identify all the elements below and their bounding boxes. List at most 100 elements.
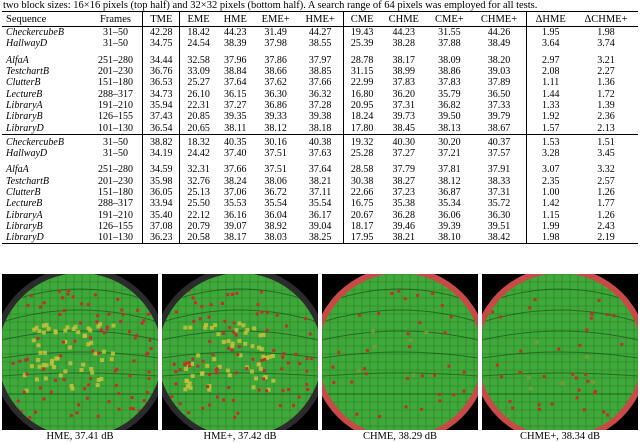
value-cell: 34.44 xyxy=(142,54,181,66)
value-cell: 3.28 xyxy=(541,148,560,160)
value-cell: 101–130 xyxy=(88,122,144,135)
value-cell: 1.99 xyxy=(541,220,560,232)
value-cell: 2.97 xyxy=(541,54,560,66)
value-cell: 3.74 xyxy=(597,38,615,50)
column-header: CME xyxy=(343,11,381,27)
value-cell: 31.15 xyxy=(350,66,374,78)
table-row: LibraryD 101–130 36.54 20.65 38.11 38.12 38.18… xyxy=(2,122,638,135)
value-cell: 20.85 xyxy=(187,111,210,123)
value-cell: 31.55 xyxy=(438,27,461,39)
value-cell: 39.50 xyxy=(438,111,461,123)
value-cell: 37.89 xyxy=(471,77,528,89)
column-header: CHME+ xyxy=(471,11,528,27)
value-cell: 2.19 xyxy=(597,232,615,244)
table-row: LibraryA 191–210 35.94 22.31 37.27 36.86 37.28… xyxy=(2,99,638,112)
fisheye-frame xyxy=(482,274,638,430)
value-cell: 37.27 xyxy=(392,148,416,160)
value-cell: 36.06 xyxy=(438,209,461,221)
value-cell: 2.57 xyxy=(597,175,615,187)
value-cell: 36.86 xyxy=(264,99,287,111)
sequence-cell: AlfaA xyxy=(6,54,29,66)
value-cell: 36.28 xyxy=(392,209,416,221)
column-header: CME+ xyxy=(427,11,472,27)
value-cell: 31–50 xyxy=(88,136,144,148)
value-cell: 36.30 xyxy=(471,209,528,221)
table-row: LectureB 288–317 33.94 25.50 35.53 35.54 35.54… xyxy=(2,198,638,210)
value-cell: 36.04 xyxy=(264,209,287,221)
sequence-cell: LibraryA xyxy=(6,99,43,111)
value-cell: 39.51 xyxy=(471,220,528,233)
value-cell: 1.72 xyxy=(597,88,615,100)
table-spacer xyxy=(2,49,638,55)
sequence-cell: LibraryA xyxy=(6,209,43,221)
sequence-cell: TestchartB xyxy=(6,175,49,187)
value-cell: 38.99 xyxy=(392,66,416,78)
value-cell: 31–50 xyxy=(88,147,144,160)
value-cell: 37.23 xyxy=(392,187,416,198)
table-row: LibraryA 191–210 35.40 22.12 36.16 36.04 36.17… xyxy=(2,209,638,221)
value-cell: 17.95 xyxy=(350,232,374,244)
value-cell: 39.33 xyxy=(264,111,287,123)
value-cell: 39.07 xyxy=(224,220,247,232)
value-cell: 288–317 xyxy=(88,88,144,100)
value-cell: 38.11 xyxy=(224,122,247,134)
value-cell: 37.64 xyxy=(224,77,247,89)
value-cell: 37.21 xyxy=(438,148,461,160)
value-cell: 288–317 xyxy=(88,198,144,210)
value-cell: 126–155 xyxy=(88,111,144,123)
value-cell: 39.39 xyxy=(438,220,461,232)
sequence-cell: LibraryD xyxy=(6,122,44,134)
value-cell: 36.05 xyxy=(142,186,181,199)
table-row: LibraryB 126–155 37.08 20.79 39.07 38.92 39.04… xyxy=(2,220,638,233)
column-header: ΔCHME+ xyxy=(573,11,638,27)
value-cell: 38.84 xyxy=(224,66,247,78)
value-cell: 24.42 xyxy=(187,148,210,160)
value-cell: 1.98 xyxy=(597,27,615,39)
value-cell: 34.73 xyxy=(142,88,181,100)
value-cell: 39.03 xyxy=(471,65,528,78)
value-cell: 18.17 xyxy=(350,220,374,232)
value-cell: 34.19 xyxy=(142,147,181,160)
value-cell: 37.66 xyxy=(297,77,344,89)
value-cell: 31.49 xyxy=(264,27,287,39)
value-cell: 37.40 xyxy=(224,148,247,160)
value-cell: 35.38 xyxy=(392,198,416,210)
value-cell: 1.95 xyxy=(541,27,560,39)
value-cell: 2.43 xyxy=(597,220,615,232)
value-cell: 38.12 xyxy=(438,175,461,187)
value-cell: 151–180 xyxy=(88,77,144,89)
sequence-cell: AlfaA xyxy=(6,164,29,176)
figure-panels xyxy=(0,274,640,430)
sequence-cell: CheckercubeB xyxy=(6,27,64,39)
table-spacer xyxy=(2,159,638,165)
value-cell: 37.88 xyxy=(438,38,461,50)
value-cell: 2.35 xyxy=(541,175,560,187)
value-cell: 38.82 xyxy=(142,136,181,148)
value-cell: 37.79 xyxy=(392,164,416,176)
value-cell: 25.50 xyxy=(187,198,210,210)
value-cell: 37.91 xyxy=(471,164,528,176)
value-cell: 20.79 xyxy=(187,220,210,232)
fisheye-frame xyxy=(322,274,478,430)
value-cell: 39.79 xyxy=(471,111,528,123)
value-cell: 37.97 xyxy=(297,54,344,66)
value-cell: 18.32 xyxy=(187,136,210,148)
value-cell: 38.17 xyxy=(224,232,247,244)
value-cell: 40.35 xyxy=(224,136,247,148)
value-cell: 36.82 xyxy=(438,99,461,111)
value-cell: 44.23 xyxy=(392,27,416,39)
value-cell: 36.54 xyxy=(142,122,181,135)
value-cell: 30.16 xyxy=(264,136,287,148)
value-cell: 44.23 xyxy=(224,27,247,39)
value-cell: 38.12 xyxy=(264,122,287,134)
value-cell: 251–280 xyxy=(88,164,144,176)
value-cell: 25.39 xyxy=(350,38,374,50)
value-cell: 1.51 xyxy=(597,136,615,148)
value-cell: 1.26 xyxy=(597,187,615,198)
value-cell: 36.53 xyxy=(142,77,181,89)
value-cell: 37.83 xyxy=(392,77,416,89)
value-cell: 38.33 xyxy=(471,175,528,187)
value-cell: 126–155 xyxy=(88,220,144,233)
value-cell: 37.51 xyxy=(264,148,287,160)
value-cell: 28.58 xyxy=(350,164,374,176)
